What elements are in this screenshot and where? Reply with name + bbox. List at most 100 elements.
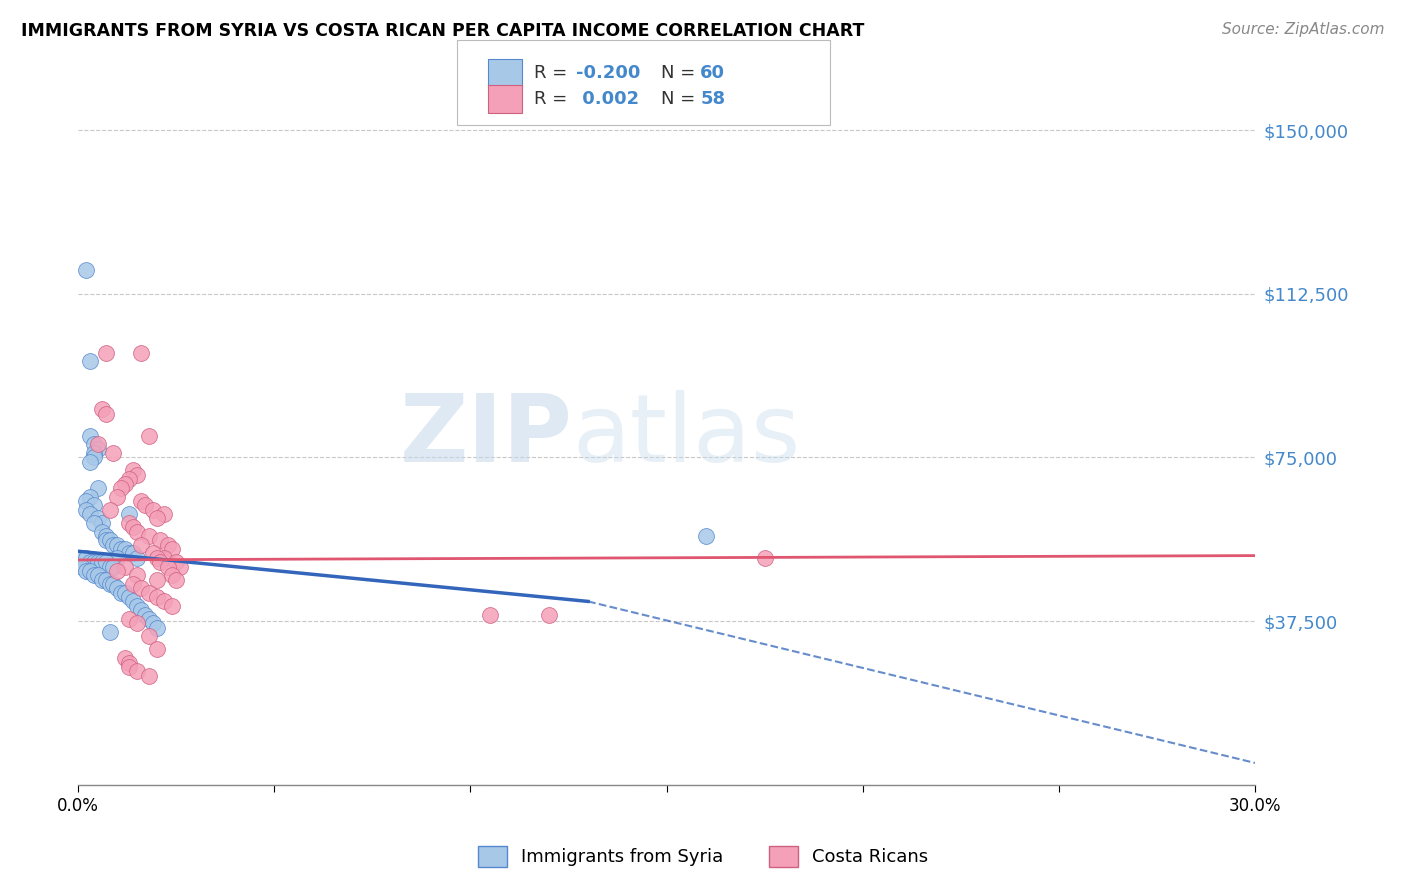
- Point: [75, 262, 97, 277]
- Point: [83, 446, 105, 460]
- Point: [118, 656, 141, 670]
- Point: [125, 599, 148, 613]
- Point: [138, 612, 160, 626]
- Point: [125, 550, 148, 565]
- Legend: Immigrants from Syria, Costa Ricans: Immigrants from Syria, Costa Ricans: [471, 838, 935, 874]
- Point: [75, 564, 97, 578]
- Point: [94, 529, 117, 543]
- Point: [87, 481, 110, 495]
- Point: [138, 629, 160, 643]
- Text: R =: R =: [534, 64, 574, 82]
- Point: [83, 555, 105, 569]
- Point: [98, 533, 121, 548]
- Point: [125, 524, 148, 539]
- Point: [105, 564, 128, 578]
- Point: [70, 559, 93, 574]
- Point: [94, 533, 117, 548]
- Point: [79, 555, 101, 569]
- Point: [145, 573, 167, 587]
- Point: [138, 668, 160, 682]
- Point: [118, 660, 141, 674]
- Point: [153, 550, 176, 565]
- Point: [138, 529, 160, 543]
- Point: [87, 442, 110, 456]
- Point: [90, 555, 112, 569]
- Point: [98, 559, 121, 574]
- Text: 60: 60: [700, 64, 725, 82]
- Point: [79, 507, 101, 521]
- Point: [129, 494, 152, 508]
- Point: [114, 559, 136, 574]
- Point: [165, 573, 187, 587]
- Point: [479, 607, 502, 622]
- Point: [105, 550, 128, 565]
- Point: [94, 555, 117, 569]
- Point: [118, 590, 141, 604]
- Point: [134, 499, 156, 513]
- Point: [125, 467, 148, 482]
- Text: IMMIGRANTS FROM SYRIA VS COSTA RICAN PER CAPITA INCOME CORRELATION CHART: IMMIGRANTS FROM SYRIA VS COSTA RICAN PER…: [21, 22, 865, 40]
- Point: [142, 546, 165, 560]
- Point: [157, 559, 180, 574]
- Point: [83, 437, 105, 451]
- Point: [125, 665, 148, 679]
- Point: [90, 402, 112, 417]
- Point: [79, 490, 101, 504]
- Point: [122, 546, 145, 560]
- Point: [118, 507, 141, 521]
- Text: Source: ZipAtlas.com: Source: ZipAtlas.com: [1222, 22, 1385, 37]
- Point: [90, 524, 112, 539]
- Point: [145, 511, 167, 525]
- Text: R =: R =: [534, 90, 574, 108]
- Point: [125, 568, 148, 582]
- Point: [149, 533, 172, 548]
- Point: [79, 354, 101, 368]
- Point: [145, 642, 167, 657]
- Point: [103, 559, 125, 574]
- Point: [114, 585, 136, 599]
- Point: [145, 550, 167, 565]
- Point: [754, 550, 776, 565]
- Point: [87, 568, 110, 582]
- Point: [138, 428, 160, 442]
- Point: [129, 603, 152, 617]
- Point: [129, 538, 152, 552]
- Point: [153, 594, 176, 608]
- Point: [169, 559, 191, 574]
- Text: -0.200: -0.200: [576, 64, 641, 82]
- Point: [94, 345, 117, 359]
- Point: [87, 437, 110, 451]
- Point: [87, 511, 110, 525]
- Point: [70, 550, 93, 565]
- Point: [695, 529, 717, 543]
- Point: [145, 590, 167, 604]
- Point: [162, 568, 184, 582]
- Point: [122, 463, 145, 477]
- Point: [79, 428, 101, 442]
- Point: [103, 577, 125, 591]
- Point: [134, 607, 156, 622]
- Point: [98, 577, 121, 591]
- Point: [129, 345, 152, 359]
- Point: [79, 564, 101, 578]
- Point: [75, 502, 97, 516]
- Point: [94, 573, 117, 587]
- Text: ZIP: ZIP: [399, 390, 572, 482]
- Point: [145, 621, 167, 635]
- Point: [122, 577, 145, 591]
- Point: [105, 538, 128, 552]
- Point: [142, 502, 165, 516]
- Point: [98, 502, 121, 516]
- Point: [537, 607, 560, 622]
- Text: 58: 58: [700, 90, 725, 108]
- Point: [157, 538, 180, 552]
- Point: [105, 582, 128, 596]
- Point: [105, 490, 128, 504]
- Point: [165, 555, 187, 569]
- Text: N =: N =: [661, 64, 700, 82]
- Point: [110, 542, 132, 557]
- Point: [75, 494, 97, 508]
- Point: [103, 446, 125, 460]
- Point: [103, 538, 125, 552]
- Point: [110, 585, 132, 599]
